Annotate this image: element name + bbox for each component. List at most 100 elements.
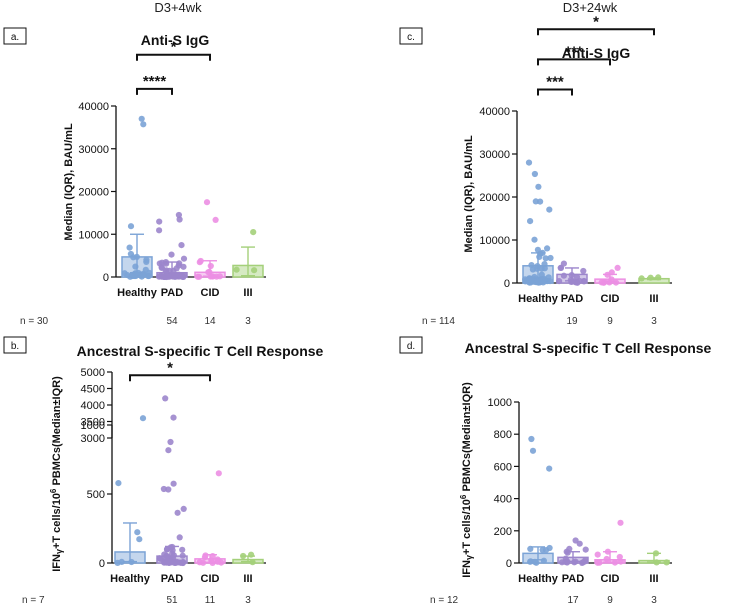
group-cid: CID 9 xyxy=(594,519,626,605)
y-axis-label-part: PBMCs(Median±IQR) xyxy=(461,382,473,495)
group-cid: CID 14 xyxy=(194,199,226,327)
data-point xyxy=(156,555,163,562)
data-point xyxy=(608,276,615,283)
chart-title: Ancestral S-specific T Cell Response xyxy=(465,340,712,356)
data-point xyxy=(251,267,258,274)
data-point xyxy=(573,273,581,281)
x-tick-label: CID xyxy=(601,573,620,585)
significance-bracket: *** xyxy=(537,74,573,96)
chart-title: Ancestral S-specific T Cell Response xyxy=(77,343,324,359)
data-point xyxy=(178,242,185,249)
data-point xyxy=(131,272,138,280)
group-cid: CID 9 xyxy=(594,264,626,327)
x-tick-label: CID xyxy=(601,293,620,305)
y-tick-label: 1000 xyxy=(81,420,105,432)
y-tick-label: 0 xyxy=(506,558,512,570)
data-point xyxy=(164,273,171,280)
y-axis-label: Median (IQR), BAU/mL xyxy=(63,123,75,241)
data-point xyxy=(531,170,539,178)
panel-label: b. xyxy=(11,341,19,352)
data-point xyxy=(653,559,660,566)
data-point xyxy=(538,271,545,278)
group-pad: PAD 54 xyxy=(156,211,188,327)
data-point xyxy=(576,540,583,547)
data-point xyxy=(161,559,168,566)
panel-b: b. Ancestral S-specific T Cell Response 0 5… xyxy=(3,336,324,605)
significance-bracket: *** xyxy=(537,43,611,66)
y-axis-label-part: γ xyxy=(464,555,474,560)
y-tick-label: 500 xyxy=(87,489,105,501)
data-point xyxy=(212,216,219,223)
data-point xyxy=(525,159,533,166)
data-point xyxy=(138,115,145,122)
data-point xyxy=(528,262,535,269)
data-point xyxy=(608,269,615,276)
y-tick-label: 40000 xyxy=(78,101,109,113)
data-point xyxy=(546,544,553,552)
data-point xyxy=(176,272,183,279)
data-point xyxy=(176,534,183,541)
y-tick-label: 20000 xyxy=(78,187,109,199)
data-point xyxy=(140,121,147,128)
y-axis-label: IFNγ+T cells/106 PBMCs(Median±IQR) xyxy=(459,382,474,578)
data-point xyxy=(594,551,601,558)
data-point xyxy=(598,279,605,286)
panel-label-box xyxy=(3,27,27,45)
data-point xyxy=(531,236,538,243)
data-point xyxy=(218,559,225,566)
data-point xyxy=(201,554,208,561)
data-point xyxy=(126,244,133,251)
data-point xyxy=(143,256,150,264)
data-point xyxy=(158,264,165,271)
data-point xyxy=(165,447,172,454)
y-tick-label: 3500 xyxy=(81,417,105,429)
data-point xyxy=(603,555,610,563)
data-point xyxy=(546,206,553,213)
y-tick-label: 4500 xyxy=(81,384,105,396)
data-point xyxy=(540,279,547,286)
data-point xyxy=(169,547,176,554)
data-point xyxy=(562,558,569,566)
y-tick-label: 10000 xyxy=(479,235,510,247)
y-axis-label-part: +T cells/10 xyxy=(461,499,473,555)
data-point xyxy=(200,559,207,566)
data-point xyxy=(572,558,579,565)
data-point xyxy=(580,278,588,285)
data-point xyxy=(128,558,135,566)
y-tick-label: 0 xyxy=(103,272,109,284)
data-point xyxy=(136,536,143,543)
data-point xyxy=(557,264,564,271)
data-point xyxy=(209,553,216,560)
y-tick-label: 600 xyxy=(494,461,512,473)
data-point xyxy=(614,264,621,271)
data-point xyxy=(617,558,624,565)
data-point xyxy=(203,199,211,206)
data-point xyxy=(594,559,601,566)
panel-label-box xyxy=(3,336,27,354)
data-point xyxy=(568,272,575,279)
significance-label: *** xyxy=(546,74,564,91)
n-label: n = 30 xyxy=(20,316,49,327)
y-axis-label: IFNγ+T cells/106 PBMCs(Median±IQR) xyxy=(49,376,64,572)
n-label: 54 xyxy=(166,316,178,327)
data-point xyxy=(156,273,163,280)
data-point xyxy=(166,558,173,565)
data-point xyxy=(179,552,186,559)
n-label: n = 114 xyxy=(422,316,455,327)
y-tick-label: 200 xyxy=(494,526,512,538)
y-tick-label: 400 xyxy=(494,494,512,506)
data-point xyxy=(171,273,178,280)
data-point xyxy=(168,251,175,258)
y-tick-label: 800 xyxy=(494,429,512,441)
n-label: 17 xyxy=(567,595,579,605)
panel-c: c. Anti-S IgG 0 10000 20000 30000 40000 Median … xyxy=(399,13,672,327)
data-point xyxy=(647,274,654,281)
y-axis-label-part: IFN xyxy=(51,554,63,572)
significance-bracket: * xyxy=(129,359,211,382)
group-pad: PAD 19 xyxy=(556,260,588,327)
data-point xyxy=(194,273,201,280)
data-point xyxy=(164,546,171,553)
y-tick-label: 3000 xyxy=(81,433,105,445)
y-axis-label-part: γ xyxy=(54,549,64,554)
group-cid: CID 11 xyxy=(194,470,226,605)
